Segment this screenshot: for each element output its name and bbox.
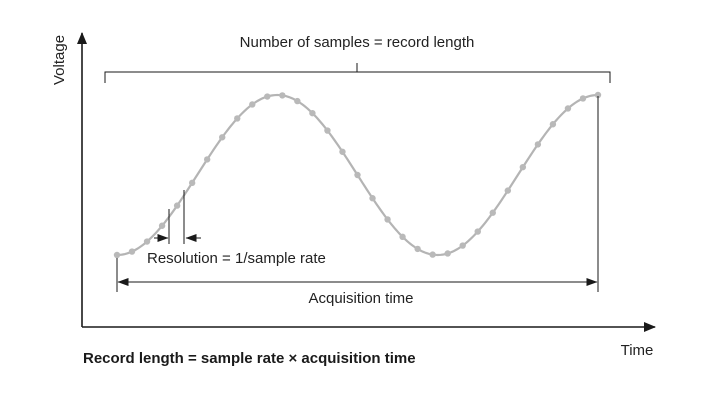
sample-point	[444, 250, 451, 257]
sample-point	[324, 127, 331, 134]
sample-point	[429, 251, 436, 258]
y-axis-label: Voltage	[51, 35, 68, 85]
sample-point	[369, 195, 376, 202]
resolution-label: Resolution = 1/sample rate	[147, 250, 326, 267]
sample-point	[474, 228, 481, 235]
sample-point	[354, 171, 361, 179]
record-length-bracket	[104, 63, 611, 83]
formula-caption: Record length = sample rate × acquisitio…	[83, 350, 416, 367]
sample-point	[459, 242, 466, 249]
sample-point	[203, 156, 211, 163]
sample-point	[279, 92, 286, 99]
sample-point	[519, 163, 527, 171]
sample-point	[294, 97, 301, 105]
sample-point	[399, 233, 406, 241]
sample-point	[249, 101, 256, 108]
sample-point	[339, 148, 346, 155]
record-length-label: Number of samples = record length	[240, 34, 475, 51]
sample-point	[549, 121, 557, 128]
x-axis-label: Time	[621, 342, 654, 359]
sample-point	[128, 248, 136, 255]
sample-point	[173, 202, 181, 209]
sample-point	[594, 91, 602, 99]
sample-point	[579, 95, 587, 102]
sample-point	[113, 251, 121, 259]
sample-point	[143, 238, 151, 245]
sample-point	[234, 115, 241, 122]
sample-point	[384, 216, 391, 223]
sample-point	[504, 187, 512, 194]
sample-point	[158, 222, 166, 229]
sample-point	[414, 245, 421, 253]
sample-point	[564, 105, 572, 112]
sample-point	[264, 93, 271, 100]
sample-point	[219, 134, 226, 141]
sample-point	[188, 179, 196, 187]
sample-points	[113, 91, 602, 259]
sample-point	[489, 209, 496, 216]
sample-point	[309, 109, 316, 117]
sample-point	[534, 141, 542, 148]
acquisition-time-label: Acquisition time	[308, 290, 413, 307]
